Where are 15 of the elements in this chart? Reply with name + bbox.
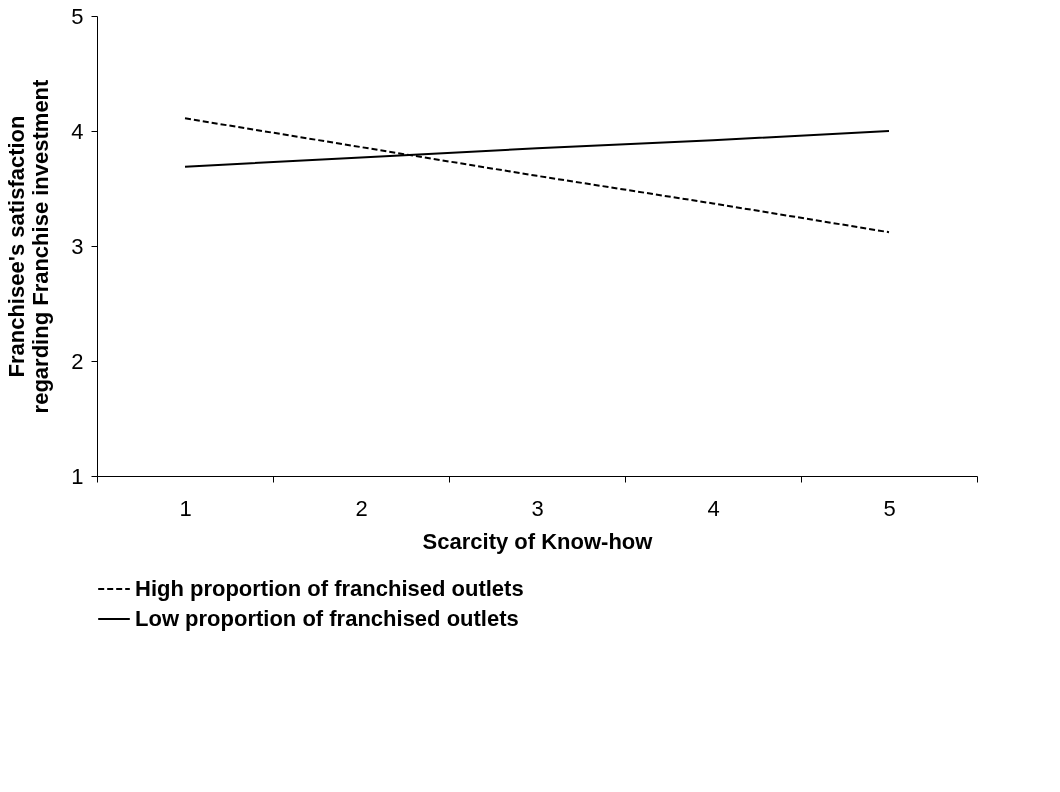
y-tick-label: 1 xyxy=(71,463,84,489)
x-axis-title: Scarcity of Know-how xyxy=(422,528,654,554)
x-tick-label: 2 xyxy=(355,495,368,521)
x-tick-label: 4 xyxy=(707,495,720,521)
y-tick-label: 3 xyxy=(71,233,84,259)
x-tick-label: 3 xyxy=(531,495,544,521)
y-axis-title: Franchisee's satisfaction regarding Franchise investment xyxy=(4,78,54,414)
legend-label: Low proportion of franchised outlets xyxy=(135,606,519,631)
x-tick-label: 5 xyxy=(883,495,896,521)
legend-label: High proportion of franchised outlets xyxy=(135,576,524,601)
line-series xyxy=(184,117,890,234)
y-tick-label: 4 xyxy=(71,118,84,144)
y-tick-label: 2 xyxy=(71,348,84,374)
x-tick-label: 1 xyxy=(179,495,192,521)
y-tick-label: 5 xyxy=(71,3,84,29)
